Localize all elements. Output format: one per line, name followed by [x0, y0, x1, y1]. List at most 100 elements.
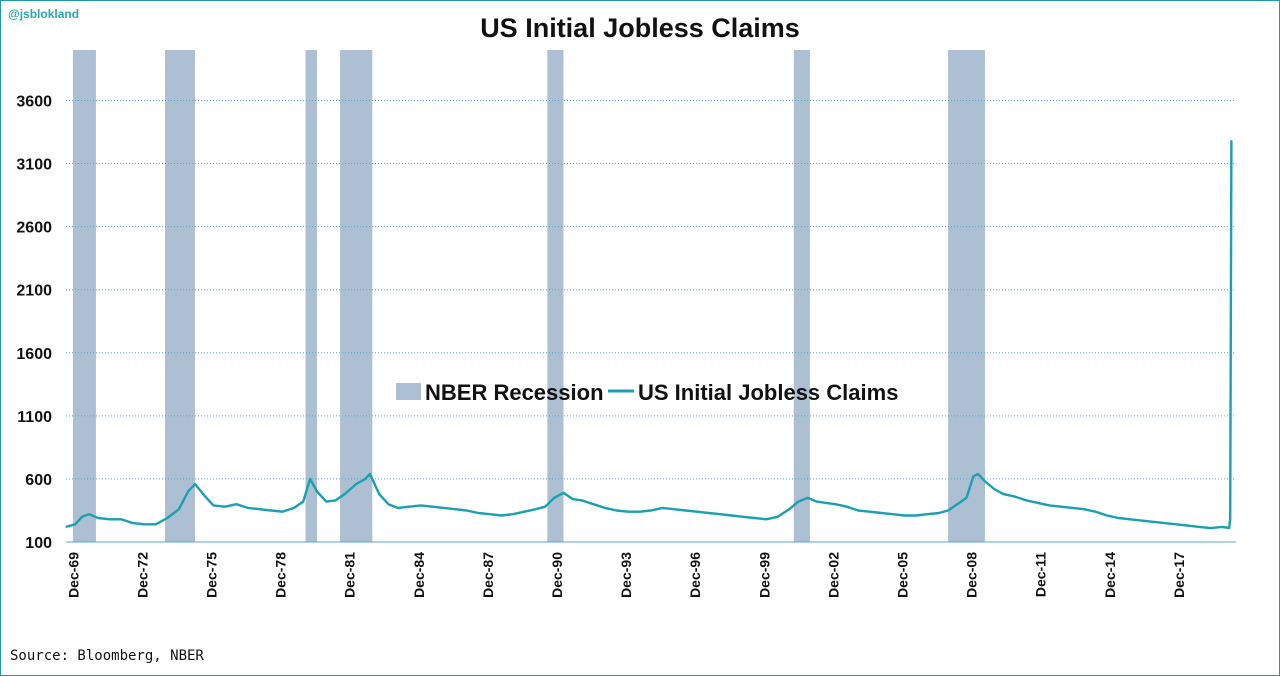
- data-point: [993, 488, 995, 490]
- data-point: [825, 502, 827, 504]
- data-point: [143, 523, 145, 525]
- recession-bands: [72, 50, 985, 542]
- data-point: [892, 513, 894, 515]
- data-point: [562, 492, 565, 494]
- data-point: [431, 506, 433, 508]
- data-point: [74, 523, 76, 525]
- data-point: [707, 512, 710, 514]
- data-point: [938, 512, 940, 514]
- legend-label-recession: NBER Recession: [425, 380, 604, 405]
- recession-band-5: [547, 50, 564, 542]
- data-point: [638, 511, 641, 513]
- data-point: [316, 490, 318, 493]
- data-point: [1002, 493, 1004, 495]
- y-tick-label: 600: [25, 472, 52, 489]
- data-point: [807, 497, 809, 499]
- data-point: [834, 503, 836, 505]
- x-tick-label: Dec-05: [895, 552, 911, 598]
- y-axis-ticks: 100 600 1100 1600 2100 2600 3100 3600: [16, 93, 52, 552]
- gridlines: [66, 99, 1236, 543]
- source-note: Source: Bloomberg, NBER: [10, 648, 204, 664]
- data-point: [972, 475, 975, 477]
- data-point: [120, 518, 122, 520]
- data-point: [816, 501, 818, 503]
- data-point: [742, 516, 744, 518]
- data-point: [592, 503, 595, 505]
- recession-band-4: [340, 50, 373, 542]
- data-point: [696, 511, 698, 513]
- data-point: [1071, 507, 1074, 509]
- data-point: [661, 507, 664, 509]
- data-point: [627, 511, 629, 513]
- data-point: [97, 517, 99, 519]
- data-point: [1106, 514, 1108, 517]
- x-tick-label: Dec-99: [756, 552, 772, 598]
- data-point: [212, 504, 215, 507]
- data-point: [1014, 495, 1016, 498]
- data-point: [408, 506, 410, 508]
- recession-band-2: [165, 50, 195, 542]
- recession-band-6: [793, 50, 810, 542]
- legend-label-claims: US Initial Jobless Claims: [638, 380, 898, 405]
- data-point: [1198, 526, 1200, 528]
- recession-band-7: [948, 50, 985, 542]
- data-point: [378, 493, 380, 495]
- data-point: [1117, 517, 1120, 519]
- data-point: [443, 507, 445, 509]
- y-tick-label: 2600: [16, 220, 52, 237]
- data-point: [293, 507, 295, 509]
- data-point: [489, 513, 491, 515]
- data-point: [132, 522, 134, 524]
- data-point: [477, 512, 479, 514]
- data-point: [535, 508, 537, 510]
- data-point: [777, 516, 779, 518]
- data-point: [247, 507, 249, 509]
- x-tick-label: Dec-87: [480, 552, 496, 598]
- data-point: [512, 513, 514, 515]
- data-point: [1164, 522, 1166, 524]
- data-point: [334, 499, 337, 501]
- x-tick-label: Dec-14: [1102, 552, 1118, 598]
- x-tick-label: Dec-69: [65, 552, 81, 598]
- y-tick-label: 3100: [16, 157, 52, 174]
- data-point: [1187, 525, 1189, 527]
- data-point: [187, 490, 189, 493]
- x-axis-ticks: Dec-69 Dec-72 Dec-75 Dec-78 Dec-81 Dec-84 Dec-…: [65, 552, 1187, 598]
- data-point: [155, 523, 157, 525]
- data-point: [604, 507, 606, 509]
- data-point: [581, 499, 583, 501]
- data-point: [1221, 526, 1223, 528]
- x-tick-label: Dec-96: [687, 552, 703, 598]
- data-point: [965, 497, 968, 499]
- data-point: [719, 513, 721, 515]
- data-point: [235, 503, 238, 505]
- data-point: [523, 511, 525, 513]
- series-group: [65, 139, 1233, 530]
- legend-swatch-recession: [396, 383, 421, 400]
- data-point: [65, 526, 67, 528]
- data-point: [1152, 521, 1154, 523]
- data-point: [1037, 502, 1039, 504]
- data-point: [650, 509, 652, 512]
- data-point: [325, 501, 327, 503]
- data-point: [684, 509, 687, 512]
- data-point: [857, 509, 859, 512]
- data-point: [869, 511, 871, 513]
- data-point: [344, 493, 346, 495]
- data-point: [553, 497, 555, 499]
- y-tick-label: 100: [25, 535, 52, 552]
- legend: NBER Recession US Initial Jobless Claims: [396, 380, 898, 405]
- data-point: [81, 516, 83, 518]
- data-point: [1228, 527, 1230, 529]
- data-point: [915, 514, 917, 517]
- data-point: [1140, 519, 1143, 522]
- data-point: [846, 506, 848, 508]
- x-tick-label: Dec-11: [1033, 552, 1049, 597]
- data-point: [1175, 523, 1177, 525]
- y-tick-label: 2100: [16, 283, 52, 300]
- data-point: [977, 473, 979, 475]
- recession-band-1: [72, 50, 96, 542]
- data-point: [355, 483, 357, 485]
- data-point: [754, 517, 756, 519]
